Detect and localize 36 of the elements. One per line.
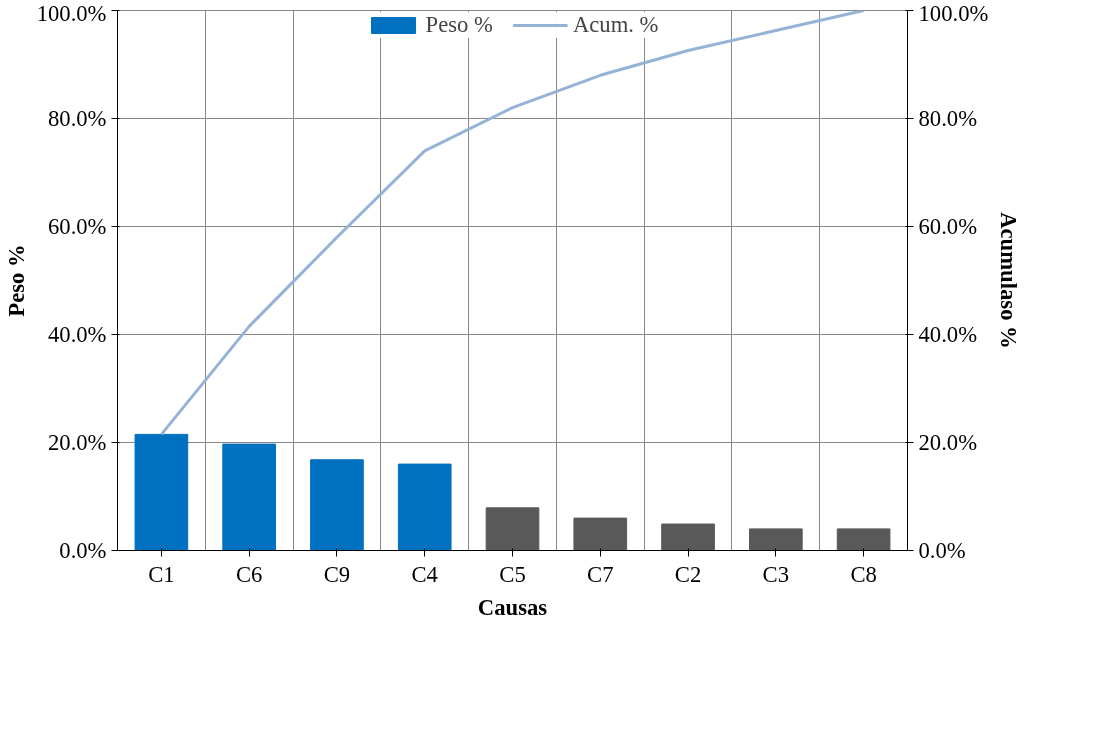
line-series [159, 10, 866, 436]
y2-axis-title: Acumulaso % [996, 212, 1022, 349]
x-tick-label: C4 [411, 561, 438, 587]
bar [836, 528, 891, 551]
bar [485, 507, 540, 551]
y2-tick-label: 80.0% [918, 106, 978, 131]
bar [222, 443, 276, 551]
y2-tick-label: 60.0% [918, 214, 978, 239]
x-tick-label: C5 [499, 561, 526, 587]
x-tick-label: C7 [587, 561, 614, 587]
bar [749, 528, 803, 551]
y-axis-title: Peso % [3, 244, 29, 317]
x-tick-label: C1 [148, 561, 175, 587]
x-tick-label: C9 [323, 561, 351, 587]
y-tick-label: 80.0% [47, 106, 107, 131]
y2-tick-label: 40.0% [918, 322, 978, 347]
y-tick-label: 0.0% [59, 538, 107, 563]
bar [310, 459, 364, 551]
y-tick-label: 40.0% [47, 322, 107, 347]
bar [573, 517, 628, 551]
bar [134, 433, 189, 551]
x-tick-label: C8 [850, 561, 877, 587]
bar [661, 523, 715, 551]
x-tick-label: C6 [235, 561, 263, 587]
y2-tick-label: 20.0% [918, 430, 978, 455]
x-tick-label: C3 [762, 561, 790, 587]
y-tick-label: 20.0% [47, 430, 107, 455]
x-tick-label: C2 [674, 561, 702, 587]
legend-label: Peso % [425, 12, 493, 38]
bar [397, 463, 452, 551]
y2-tick-label: 100.0% [918, 0, 989, 26]
y2-tick-label: 0.0% [918, 538, 966, 563]
x-axis-title: Causas [477, 594, 548, 620]
y-tick-label: 100.0% [36, 0, 107, 26]
y-tick-label: 60.0% [47, 214, 107, 239]
legend-label: Acum. % [572, 12, 659, 38]
